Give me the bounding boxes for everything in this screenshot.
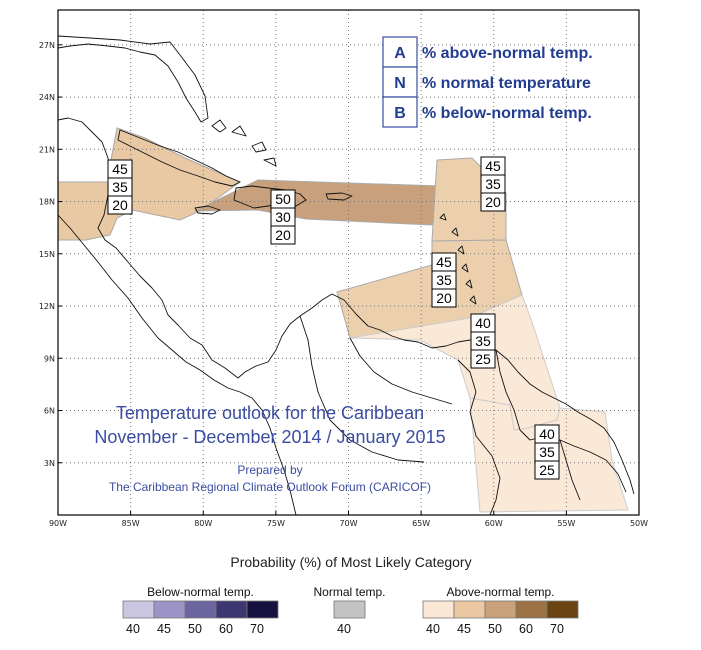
prob-box-northern-lesser-antilles: 45 35 20 xyxy=(480,156,506,212)
key-text: % above-normal temp. xyxy=(422,45,593,62)
prob-cell xyxy=(480,192,506,212)
key-letter: A xyxy=(394,45,406,62)
prob-value: 35 xyxy=(539,444,555,460)
lon-tick-label: 80W xyxy=(194,519,212,528)
prob-value: 35 xyxy=(112,179,128,195)
prob-cell xyxy=(270,225,296,245)
prob-box-southern-caribbean: 45 35 20 xyxy=(431,252,457,308)
lon-tick-label: 85W xyxy=(122,519,140,528)
colorbar-swatch-label: 45 xyxy=(457,622,471,636)
lat-tick-label: 9N xyxy=(44,354,55,363)
colorbar-swatch-label: 50 xyxy=(188,622,202,636)
lat-tick-label: 15N xyxy=(39,250,55,259)
colorbar-swatch xyxy=(153,600,186,619)
colorbar-swatch xyxy=(484,600,517,619)
probability-boxes: 45 35 20 50 30 20 45 35 20 45 35 20 40 35 25 40 35 25 xyxy=(107,156,560,480)
prob-box-guianas-south: 40 35 25 xyxy=(534,424,560,480)
lat-tick-label: 21N xyxy=(39,145,55,154)
colorbar-group-label: Above-normal temp. xyxy=(446,585,554,599)
colorbar-swatch xyxy=(184,600,217,619)
lon-tick-label: 70W xyxy=(339,519,357,528)
colorbar-swatch xyxy=(422,600,455,619)
latitude-labels: 27N 24N 21N 18N 15N 12N 9N 6N 3N xyxy=(39,41,55,468)
prob-value: 25 xyxy=(539,462,555,478)
prob-box-central-america-west: 45 35 20 xyxy=(107,159,133,215)
map-frame xyxy=(57,9,640,516)
lon-tick-label: 90W xyxy=(49,519,67,528)
colorbar-swatch-label: 60 xyxy=(519,622,533,636)
lon-tick-label: 55W xyxy=(557,519,575,528)
lat-tick-label: 3N xyxy=(44,459,55,468)
colorbar-swatch-label: 40 xyxy=(126,622,140,636)
forum-name: The Caribbean Regional Climate Outlook F… xyxy=(109,480,431,494)
lon-tick-label: 50W xyxy=(630,519,648,528)
colorbar-swatch xyxy=(333,600,366,619)
colorbar-swatch xyxy=(122,600,155,619)
lat-tick-label: 24N xyxy=(39,93,55,102)
colorbar-swatch xyxy=(215,600,248,619)
prepared-by: Prepared by xyxy=(237,463,302,477)
prob-value: 45 xyxy=(485,158,501,174)
prob-value: 40 xyxy=(475,315,491,331)
key-letter: N xyxy=(394,75,406,92)
prob-box-guianas-coast: 40 35 25 xyxy=(470,313,496,369)
lat-tick-label: 18N xyxy=(39,198,55,207)
colorbar-swatch-label: 60 xyxy=(219,622,233,636)
colorbar-title: Probability (%) of Most Likely Category xyxy=(230,554,471,570)
key-letter-box xyxy=(382,96,418,128)
lat-tick-label: 12N xyxy=(39,302,55,311)
colorbar-swatch xyxy=(546,600,579,619)
colorbar-swatch-label: 70 xyxy=(550,622,564,636)
prob-value: 35 xyxy=(475,333,491,349)
lon-tick-label: 75W xyxy=(267,519,285,528)
prob-value: 20 xyxy=(485,194,501,210)
longitude-labels: 90W 85W 80W 75W 70W 65W 60W 55W 50W xyxy=(49,519,648,528)
region-greater-antilles xyxy=(194,179,441,226)
prob-value: 30 xyxy=(275,209,291,225)
title-line1: Temperature outlook for the Caribbean xyxy=(116,403,424,423)
prob-value: 20 xyxy=(275,227,291,243)
lon-tick-label: 65W xyxy=(412,519,430,528)
colorbar-swatch-label: 45 xyxy=(157,622,171,636)
prob-value: 35 xyxy=(436,272,452,288)
colorbar-swatch-label: 40 xyxy=(426,622,440,636)
prob-value: 40 xyxy=(539,426,555,442)
prob-box-greater-antilles: 50 30 20 xyxy=(270,189,296,245)
prob-value: 45 xyxy=(112,161,128,177)
prob-value: 50 xyxy=(275,191,291,207)
key-letter: B xyxy=(394,105,406,122)
key-text: % normal temperature xyxy=(422,75,591,92)
prob-cell xyxy=(470,349,496,369)
prob-cell xyxy=(107,195,133,215)
colorbar-swatch xyxy=(515,600,548,619)
prob-cell xyxy=(534,460,560,480)
lat-tick-label: 27N xyxy=(39,41,55,50)
colorbar-group-label: Normal temp. xyxy=(313,585,385,599)
prob-value: 45 xyxy=(436,254,452,270)
colorbar-swatch xyxy=(453,600,486,619)
title-line2: November - December 2014 / January 2015 xyxy=(94,427,445,447)
category-key: A % above-normal temp. N % normal temperatu… xyxy=(382,36,593,128)
colorbar-swatch xyxy=(246,600,279,619)
prob-value: 20 xyxy=(436,290,452,306)
lon-tick-label: 60W xyxy=(485,519,503,528)
lat-tick-label: 6N xyxy=(44,407,55,416)
key-text: % below-normal temp. xyxy=(422,105,592,122)
colorbar-swatch-label: 40 xyxy=(337,622,351,636)
colorbar-swatch-label: 70 xyxy=(250,622,264,636)
key-letter-box xyxy=(382,66,418,98)
colorbar-swatch-label: 50 xyxy=(488,622,502,636)
colorbar: Below-normal temp. 40 45 50 60 70 Normal temp.… xyxy=(122,585,579,636)
prob-value: 20 xyxy=(112,197,128,213)
prob-value: 25 xyxy=(475,351,491,367)
coastlines xyxy=(57,35,635,516)
prob-cell xyxy=(431,288,457,308)
colorbar-group-label: Below-normal temp. xyxy=(147,585,254,599)
prob-value: 35 xyxy=(485,176,501,192)
